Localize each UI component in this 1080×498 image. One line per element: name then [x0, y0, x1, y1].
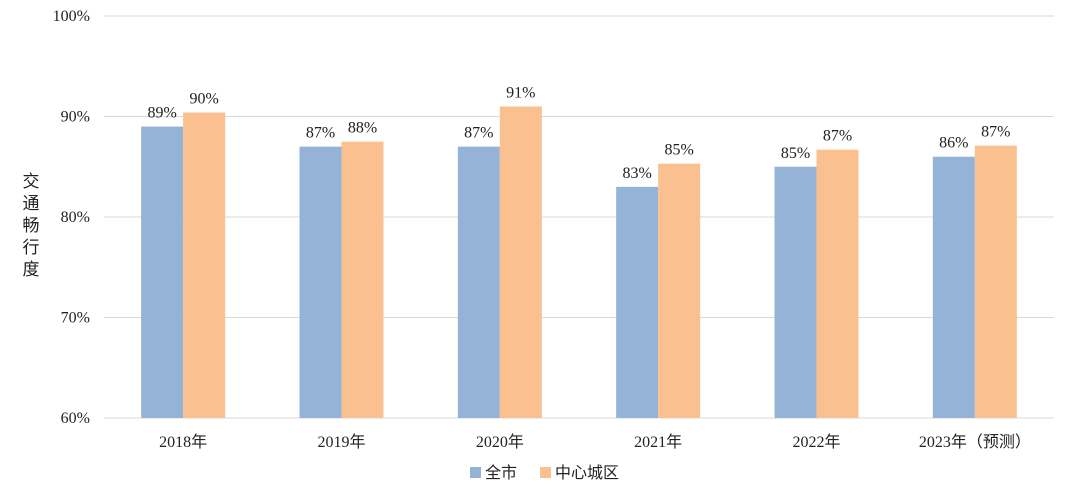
- data-label: 87%: [981, 124, 1010, 141]
- data-label: 90%: [190, 90, 219, 107]
- bar-city-5: [932, 156, 975, 418]
- y-tick-label: 90%: [61, 109, 90, 126]
- bars: [141, 106, 1017, 419]
- bar-city-4: [774, 166, 817, 418]
- data-label: 91%: [506, 84, 535, 101]
- y-tick-label: 100%: [53, 8, 90, 25]
- y-axis-label-char: 通: [23, 194, 40, 214]
- legend-label: 全市: [485, 463, 517, 482]
- x-tick-label: 2018年: [159, 433, 207, 451]
- bar-city-1: [299, 146, 342, 418]
- x-tick-label: 2019年: [317, 433, 365, 451]
- legend-swatch: [470, 467, 481, 478]
- data-label: 88%: [348, 120, 377, 137]
- bar-center-5: [974, 145, 1017, 418]
- y-axis-label-char: 畅: [23, 216, 40, 236]
- y-tick-label: 70%: [61, 310, 90, 327]
- x-tick-label: 2023年（预测）: [919, 433, 1031, 451]
- gridlines: [104, 15, 1054, 419]
- bar-city-0: [141, 126, 184, 419]
- x-tick-label: 2022年: [792, 433, 840, 451]
- bar-center-3: [658, 163, 701, 418]
- legend-label: 中心城区: [555, 463, 619, 482]
- bar-city-2: [457, 146, 500, 418]
- bar-center-2: [499, 106, 542, 418]
- data-label: 87%: [306, 125, 335, 142]
- x-tick-label: 2020年: [476, 433, 524, 451]
- data-label: 87%: [823, 128, 852, 145]
- bar-center-1: [341, 141, 384, 418]
- data-label: 85%: [781, 145, 810, 162]
- legend: 全市 中心城区: [470, 463, 619, 482]
- legend-swatch: [540, 467, 551, 478]
- y-axis-label-char: 交: [23, 172, 40, 192]
- data-label: 86%: [939, 135, 968, 152]
- y-axis-label-char: 度: [23, 260, 40, 280]
- bar-city-3: [616, 186, 659, 418]
- y-axis-ticks: 60% 70% 80% 90% 100%: [53, 8, 90, 427]
- data-labels: 89% 90% 87% 88% 87% 91% 83% 85% 85% 87% 86% 87%: [148, 84, 1011, 181]
- x-axis-ticks: 2018年 2019年 2020年 2021年 2022年 2023年（预测）: [159, 433, 1031, 451]
- bar-center-0: [183, 112, 226, 418]
- data-label: 89%: [148, 105, 177, 122]
- data-label: 87%: [464, 125, 493, 142]
- y-tick-label: 60%: [61, 410, 90, 427]
- data-label: 85%: [665, 142, 694, 159]
- y-tick-label: 80%: [61, 209, 90, 226]
- data-label: 83%: [623, 165, 652, 182]
- x-tick-label: 2021年: [634, 433, 682, 451]
- bar-center-4: [816, 149, 859, 419]
- y-axis-label-char: 行: [23, 238, 40, 258]
